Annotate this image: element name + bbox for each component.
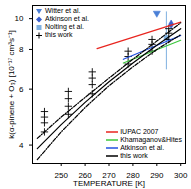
svg-text:270: 270: [102, 171, 116, 181]
html-text:this work: this work: [45, 31, 73, 38]
svg-text:290: 290: [150, 171, 164, 180]
html-text:this work: this work: [120, 152, 148, 159]
svg-text:280: 280: [126, 171, 140, 181]
svg-text:TEMPERATURE [K]: TEMPERATURE [K]: [73, 179, 145, 188]
svg-text:10: 10: [15, 14, 24, 23]
html-text:Atkinson et al.: Atkinson et al.: [45, 15, 89, 22]
html-text:Nolting et al.: Nolting et al.: [45, 23, 84, 30]
svg-text:300: 300: [174, 171, 188, 180]
svg-text:260: 260: [78, 171, 92, 181]
svg-text:6: 6: [19, 85, 24, 94]
svg-text:4: 4: [19, 141, 24, 150]
svg-text:250: 250: [55, 171, 69, 180]
html-text:Atkinson et al.: Atkinson et al.: [120, 144, 165, 151]
svg-text:k(α-pinene + O₃) [10⁻¹⁷ cm³s⁻¹: k(α-pinene + O₃) [10⁻¹⁷ cm³s⁻¹]: [7, 30, 16, 139]
html-text:Witter et al.: Witter et al.: [45, 7, 81, 14]
html-text:Khamaganov&Hites: Khamaganov&Hites: [120, 136, 182, 143]
svg-text:8: 8: [19, 45, 24, 54]
html-text:IUPAC 2007: IUPAC 2007: [120, 128, 159, 135]
